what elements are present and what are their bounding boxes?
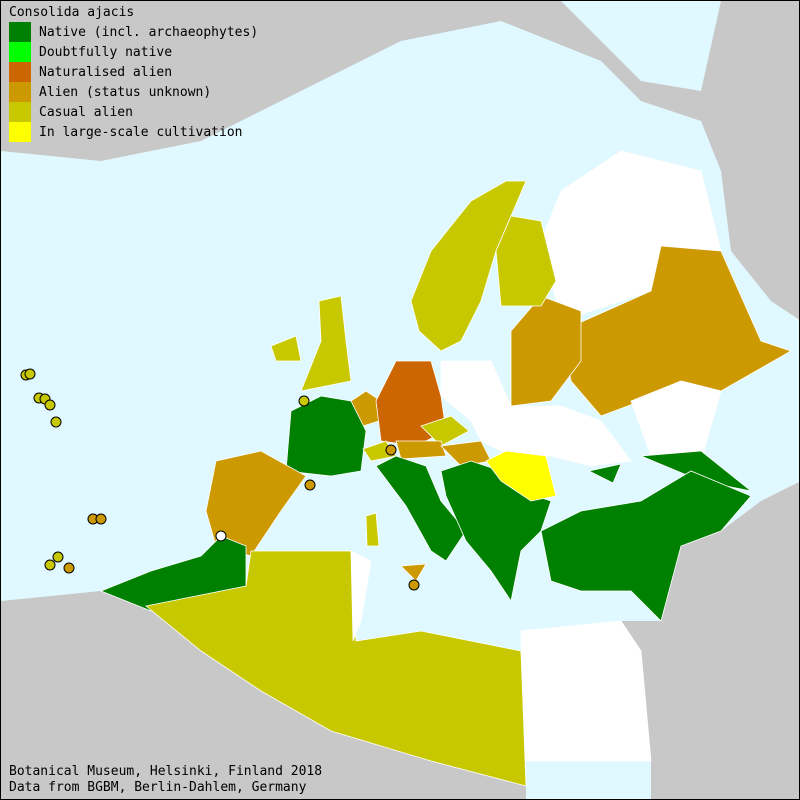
region-romania bbox=[485, 450, 557, 502]
record-dot bbox=[304, 479, 316, 491]
region-turkey bbox=[540, 470, 752, 622]
legend-label: In large-scale cultivation bbox=[39, 124, 243, 140]
legend-swatch bbox=[9, 122, 31, 142]
record-dot bbox=[52, 551, 64, 563]
region-sicily bbox=[400, 563, 427, 582]
credit-line-1: Botanical Museum, Helsinki, Finland 2018 bbox=[9, 764, 323, 779]
region-sardinia bbox=[365, 512, 380, 547]
legend-item: In large-scale cultivation bbox=[9, 122, 258, 142]
legend-item: Naturalised alien bbox=[9, 62, 258, 82]
region-tunisia bbox=[350, 550, 372, 642]
region-east-white bbox=[630, 380, 722, 462]
legend-swatch bbox=[9, 22, 31, 42]
region-ireland bbox=[270, 335, 302, 362]
legend-label: Native (incl. archaeophytes) bbox=[39, 24, 259, 40]
legend-label: Casual alien bbox=[39, 104, 133, 120]
credit-line-2: Data from BGBM, Berlin-Dahlem, Germany bbox=[9, 780, 307, 795]
region-ukraine bbox=[470, 405, 632, 467]
region-france bbox=[285, 395, 367, 477]
region-austria bbox=[395, 440, 447, 460]
record-dot bbox=[24, 368, 36, 380]
legend-item: Doubtfully native bbox=[9, 42, 258, 62]
legend-swatch bbox=[9, 42, 31, 62]
legend-item: Alien (status unknown) bbox=[9, 82, 258, 102]
record-dot bbox=[44, 399, 56, 411]
point-records bbox=[20, 368, 420, 591]
region-caucasus bbox=[640, 450, 752, 492]
record-dot bbox=[215, 530, 227, 542]
map-title: Consolida ajacis bbox=[9, 5, 135, 20]
region-czechia bbox=[420, 415, 470, 447]
record-dot bbox=[408, 579, 420, 591]
region-norway-sweden bbox=[410, 180, 527, 352]
legend-swatch bbox=[9, 82, 31, 102]
record-dot bbox=[63, 562, 75, 574]
region-poland bbox=[440, 360, 512, 422]
legend-item: Native (incl. archaeophytes) bbox=[9, 22, 258, 42]
region-crimea bbox=[587, 463, 622, 484]
record-dot bbox=[298, 395, 310, 407]
region-finland bbox=[495, 215, 557, 307]
legend-label: Naturalised alien bbox=[39, 64, 173, 80]
region-egypt bbox=[520, 620, 652, 762]
legend-label: Alien (status unknown) bbox=[39, 84, 212, 100]
legend-item: Casual alien bbox=[9, 102, 258, 122]
regions bbox=[99, 150, 792, 787]
legend: Consolida ajacis Native (incl. archaeoph… bbox=[9, 5, 258, 142]
region-uk bbox=[300, 295, 352, 392]
legend-swatch bbox=[9, 102, 31, 122]
record-dot bbox=[95, 513, 107, 525]
legend-label: Doubtfully native bbox=[39, 44, 173, 60]
record-dot bbox=[385, 444, 397, 456]
record-dot bbox=[50, 416, 62, 428]
region-russia bbox=[560, 245, 792, 417]
credits: Botanical Museum, Helsinki, Finland 2018… bbox=[9, 764, 322, 796]
record-dot bbox=[44, 559, 56, 571]
legend-swatch bbox=[9, 62, 31, 82]
